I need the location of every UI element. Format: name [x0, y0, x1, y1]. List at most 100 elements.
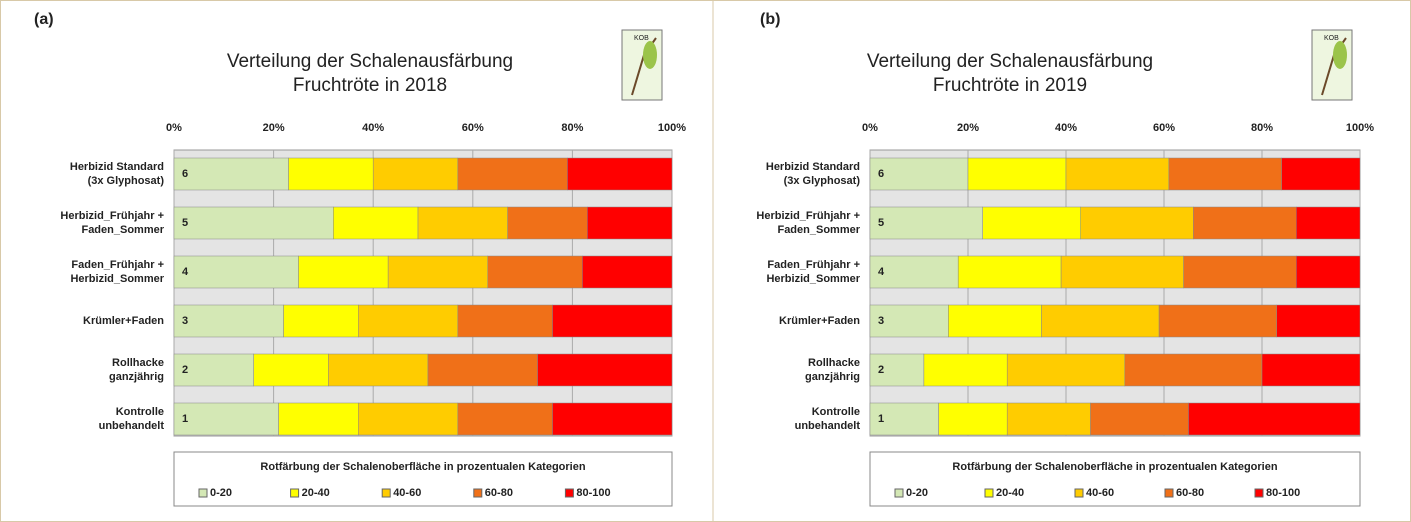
- bar-segment: [982, 206, 1081, 240]
- legend-label: 0-20: [210, 487, 232, 499]
- category-label: ganzjährig: [109, 371, 164, 383]
- legend-swatch: [1254, 488, 1264, 498]
- category-label: Faden_Sommer: [81, 224, 164, 236]
- bar-segment: [923, 353, 1008, 387]
- category-label: unbehandelt: [99, 420, 165, 432]
- category-label: Rollhacke: [112, 357, 164, 369]
- bar-segment: [1080, 206, 1194, 240]
- panel-label: (b): [760, 11, 780, 28]
- legend-label: 20-40: [996, 487, 1024, 499]
- bar-segment: [173, 353, 254, 387]
- x-tick-label: 40%: [1055, 122, 1077, 134]
- legend-swatch: [1074, 488, 1084, 498]
- bar-segment: [967, 157, 1067, 191]
- bar-segment: [358, 304, 459, 338]
- bar-segment: [173, 304, 284, 338]
- category-label: Herbizid_Frühjahr +: [60, 210, 164, 222]
- bar-segment: [938, 402, 1008, 436]
- legend-label: 60-80: [1176, 487, 1204, 499]
- category-label: Rollhacke: [808, 357, 860, 369]
- category-label: Faden_Sommer: [777, 224, 860, 236]
- legend-label: 80-100: [1266, 487, 1300, 499]
- category-label: unbehandelt: [795, 420, 861, 432]
- row-label: 4: [182, 266, 189, 278]
- legend-swatch: [894, 488, 904, 498]
- category-label: Faden_Frühjahr +: [767, 259, 860, 271]
- panel-label: (a): [34, 11, 54, 28]
- bar-segment: [1296, 206, 1361, 240]
- logo-text: KOB: [634, 35, 649, 42]
- category-label: (3x Glyphosat): [88, 175, 165, 187]
- category-label: Faden_Frühjahr +: [71, 259, 164, 271]
- row-label: 5: [878, 217, 884, 229]
- bar-segment: [869, 157, 969, 191]
- bar-segment: [298, 255, 389, 289]
- x-tick-label: 40%: [362, 122, 384, 134]
- bar-segment: [328, 353, 429, 387]
- bar-segment: [457, 157, 568, 191]
- category-label: Herbizid_Frühjahr +: [756, 210, 860, 222]
- bar-segment: [283, 304, 359, 338]
- x-tick-label: 60%: [1153, 122, 1175, 134]
- row-label: 4: [878, 266, 885, 278]
- bar-segment: [948, 304, 1042, 338]
- legend-label: 0-20: [906, 487, 928, 499]
- bar-segment: [278, 402, 359, 436]
- category-label: Herbizid_Sommer: [766, 273, 860, 285]
- bar-segment: [552, 304, 673, 338]
- bar-segment: [173, 206, 334, 240]
- legend-swatch: [290, 488, 300, 498]
- chart-title: Fruchtröte in 2018: [293, 75, 447, 96]
- legend-swatch: [1164, 488, 1174, 498]
- bar-segment: [1158, 304, 1277, 338]
- legend-swatch: [381, 488, 391, 498]
- row-label: 3: [878, 315, 884, 327]
- bar-segment: [457, 402, 553, 436]
- plot-bg: [869, 149, 1361, 437]
- category-label: Herbizid Standard: [766, 161, 860, 173]
- bar-segment: [869, 255, 959, 289]
- x-tick-label: 100%: [658, 122, 686, 134]
- category-label: Herbizid Standard: [70, 161, 164, 173]
- bar-segment: [537, 353, 673, 387]
- row-label: 5: [182, 217, 188, 229]
- bar-segment: [487, 255, 583, 289]
- bar-segment: [1006, 353, 1126, 387]
- row-label: 3: [182, 315, 188, 327]
- legend-box: [173, 451, 673, 507]
- bar-segment: [1090, 402, 1189, 436]
- category-label: (3x Glyphosat): [784, 175, 861, 187]
- bar-segment: [1060, 255, 1184, 289]
- category-label: Kontrolle: [812, 406, 860, 418]
- category-label: Krümler+Faden: [83, 315, 164, 327]
- chart-title: Verteilung der Schalenausfärbung: [867, 51, 1153, 72]
- bar-segment: [1041, 304, 1160, 338]
- bar-segment: [253, 353, 329, 387]
- bar-segment: [1188, 402, 1361, 436]
- legend-title: Rotfärbung der Schalenoberfläche in proz…: [260, 461, 585, 473]
- bar-segment: [1296, 255, 1361, 289]
- x-tick-label: 80%: [1251, 122, 1273, 134]
- row-label: 2: [182, 364, 188, 376]
- bar-segment: [1276, 304, 1361, 338]
- x-tick-label: 60%: [462, 122, 484, 134]
- bar-segment: [173, 157, 289, 191]
- bar-segment: [869, 353, 925, 387]
- bar-segment: [1065, 157, 1170, 191]
- legend-title: Rotfärbung der Schalenoberfläche in proz…: [952, 461, 1277, 473]
- row-label: 2: [878, 364, 884, 376]
- logo-leaf: [643, 41, 657, 69]
- legend-label: 80-100: [576, 487, 610, 499]
- bar-segment: [869, 206, 983, 240]
- legend-swatch: [473, 488, 483, 498]
- bar-segment: [507, 206, 588, 240]
- bar-segment: [333, 206, 419, 240]
- legend-swatch: [564, 488, 574, 498]
- row-label: 1: [878, 413, 884, 425]
- x-tick-label: 20%: [957, 122, 979, 134]
- row-label: 6: [182, 168, 188, 180]
- legend-swatch: [198, 488, 208, 498]
- bar-segment: [173, 255, 299, 289]
- bar-segment: [582, 255, 673, 289]
